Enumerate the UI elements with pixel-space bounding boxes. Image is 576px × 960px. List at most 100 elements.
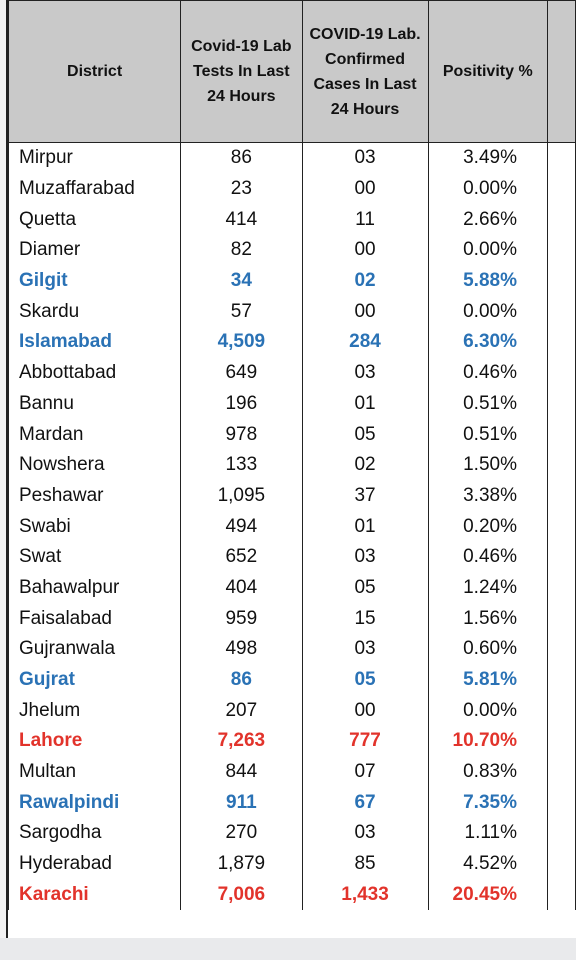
table-cell: 0.00% bbox=[427, 235, 548, 266]
table-cell: 3.38% bbox=[427, 480, 548, 512]
table-cell: Mardan bbox=[7, 419, 182, 450]
table-cell-extra bbox=[546, 419, 576, 450]
table-cell: 1.50% bbox=[427, 449, 548, 481]
table-cell: 5.81% bbox=[427, 664, 548, 696]
table-cell: 284 bbox=[301, 327, 429, 358]
table-cell-extra bbox=[546, 480, 576, 512]
table-cell: 494 bbox=[180, 511, 303, 542]
table-cell: 0.83% bbox=[427, 756, 548, 788]
table-cell: Hyderabad bbox=[7, 848, 182, 880]
table-cell-extra bbox=[546, 756, 576, 788]
table-cell-extra bbox=[546, 879, 576, 911]
table-cell: 4.52% bbox=[427, 848, 548, 880]
table-cell: 1,095 bbox=[180, 480, 303, 512]
header-cell: District bbox=[7, 0, 182, 143]
table-cell: 777 bbox=[301, 726, 429, 757]
table-cell: 85 bbox=[301, 848, 429, 880]
table-cell: 911 bbox=[180, 787, 303, 819]
table-cell: Gilgit bbox=[7, 265, 182, 297]
table-cell: 15 bbox=[301, 603, 429, 634]
table-cell: 1.11% bbox=[427, 818, 548, 849]
table-cell: 10.70% bbox=[427, 726, 548, 757]
table-cell-extra bbox=[546, 296, 576, 328]
table-cell: 05 bbox=[301, 664, 429, 696]
table-row: Gilgit 34 02 5.88% bbox=[7, 265, 576, 297]
table-cell: 00 bbox=[301, 173, 429, 205]
table-cell-extra bbox=[546, 449, 576, 481]
table-cell: 652 bbox=[180, 541, 303, 573]
table-row: Swat 652 03 0.46% bbox=[7, 541, 576, 573]
table-cell-extra bbox=[546, 787, 576, 819]
table-row: Islamabad 4,509 284 6.30% bbox=[7, 327, 576, 358]
table-cell: 414 bbox=[180, 204, 303, 236]
table-cell-extra bbox=[546, 848, 576, 880]
table-cell-extra bbox=[546, 818, 576, 849]
table-cell: 02 bbox=[301, 265, 429, 297]
table-cell: 23 bbox=[180, 173, 303, 205]
table-cell: 02 bbox=[301, 449, 429, 481]
table-cell: 959 bbox=[180, 603, 303, 634]
table-cell: Faisalabad bbox=[7, 603, 182, 634]
table-cell: Swabi bbox=[7, 511, 182, 542]
sheet: District Covid-19 Lab Tests In Last 24 Ho… bbox=[0, 0, 576, 938]
table-row: Muzaffarabad 23 00 0.00% bbox=[7, 173, 576, 205]
table-cell: Peshawar bbox=[7, 480, 182, 512]
table-cell: 498 bbox=[180, 634, 303, 665]
table-cell: 0.46% bbox=[427, 541, 548, 573]
header-cell: Covid-19 Lab Tests In Last 24 Hours bbox=[180, 0, 303, 143]
table-cell-extra bbox=[546, 327, 576, 358]
table-cell-extra bbox=[546, 388, 576, 420]
table-cell: Islamabad bbox=[7, 327, 182, 358]
table-row: Gujrat 86 05 5.81% bbox=[7, 664, 576, 696]
table-row: Quetta 414 11 2.66% bbox=[7, 204, 576, 236]
table-cell: Abbottabad bbox=[7, 357, 182, 389]
table-cell: 1,879 bbox=[180, 848, 303, 880]
header-cell: Positivity % bbox=[427, 0, 548, 143]
table-cell: 11 bbox=[301, 204, 429, 236]
table-row: Bahawalpur 404 05 1.24% bbox=[7, 572, 576, 604]
table-cell-extra bbox=[546, 511, 576, 542]
table-cell: 01 bbox=[301, 511, 429, 542]
table-cell: 57 bbox=[180, 296, 303, 328]
table-cell: Bannu bbox=[7, 388, 182, 420]
table-cell: Nowshera bbox=[7, 449, 182, 481]
table-cell: 03 bbox=[301, 541, 429, 573]
table-cell: 4,509 bbox=[180, 327, 303, 358]
table-row: Multan 844 07 0.83% bbox=[7, 756, 576, 788]
table-cell: 0.46% bbox=[427, 357, 548, 389]
table-cell-extra bbox=[546, 664, 576, 696]
table-cell-extra bbox=[546, 603, 576, 634]
table-cell: 978 bbox=[180, 419, 303, 450]
table-cell-extra bbox=[546, 142, 576, 174]
table-row: Hyderabad 1,879 85 4.52% bbox=[7, 848, 576, 880]
table-row: Lahore 7,263 777 10.70% bbox=[7, 726, 576, 757]
table-cell: Sargodha bbox=[7, 818, 182, 849]
table-cell: 86 bbox=[180, 142, 303, 174]
table-cell: Bahawalpur bbox=[7, 572, 182, 604]
table-cell: 20.45% bbox=[427, 879, 548, 911]
sheet-edge bbox=[0, 0, 8, 938]
table-cell: 0.60% bbox=[427, 634, 548, 665]
covid-table: District Covid-19 Lab Tests In Last 24 Ho… bbox=[7, 0, 576, 911]
table-cell: 05 bbox=[301, 572, 429, 604]
table-row: Faisalabad 959 15 1.56% bbox=[7, 603, 576, 634]
table-cell: 0.51% bbox=[427, 419, 548, 450]
table-row: Rawalpindi 911 67 7.35% bbox=[7, 787, 576, 819]
table-cell: 0.00% bbox=[427, 695, 548, 727]
table-body: Mirpur 86 03 3.49% Muzaffarabad 23 00 0.00% Quet… bbox=[7, 142, 576, 911]
table-cell: Gujrat bbox=[7, 664, 182, 696]
table-cell: Quetta bbox=[7, 204, 182, 236]
table-cell-extra bbox=[546, 235, 576, 266]
table-cell: 7.35% bbox=[427, 787, 548, 819]
table-cell: 404 bbox=[180, 572, 303, 604]
table-cell: 649 bbox=[180, 357, 303, 389]
table-cell-extra bbox=[546, 541, 576, 573]
table-cell-extra bbox=[546, 357, 576, 389]
table-cell: 0.51% bbox=[427, 388, 548, 420]
table-cell: 03 bbox=[301, 142, 429, 174]
table-cell: Rawalpindi bbox=[7, 787, 182, 819]
table-cell: 07 bbox=[301, 756, 429, 788]
table-row: Mirpur 86 03 3.49% bbox=[7, 142, 576, 174]
table-cell: Mirpur bbox=[7, 142, 182, 174]
table-row: Bannu 196 01 0.51% bbox=[7, 388, 576, 420]
